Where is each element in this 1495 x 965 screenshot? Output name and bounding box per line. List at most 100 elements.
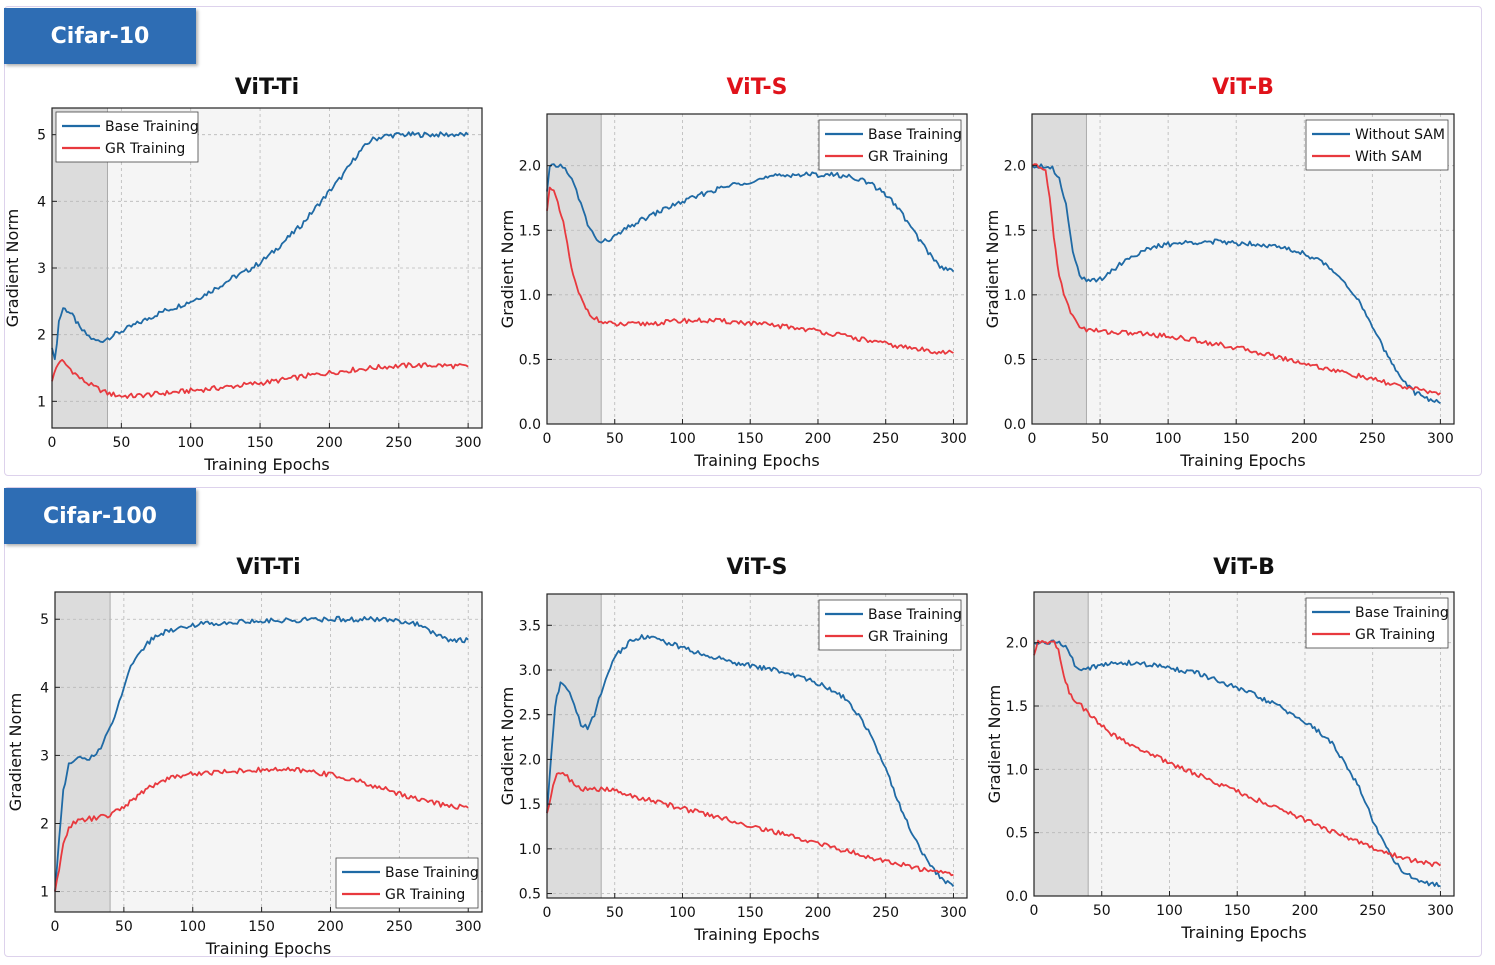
chart-4-y-tick-label-2: 1.5	[519, 797, 541, 813]
chart-5-x-tick-label-2: 100	[1156, 903, 1183, 919]
chart-3-x-axis-title: Training Epochs	[205, 939, 332, 958]
chart-0-y-axis-title: Gradient Norm	[3, 209, 22, 327]
chart-5-y-tick-label-0: 0.0	[1006, 889, 1028, 905]
cifar10-tag: Cifar-10	[4, 8, 196, 64]
chart-3-x-tick-label-4: 200	[317, 919, 344, 935]
chart-1-x-tick-label-3: 150	[737, 431, 764, 447]
chart-3-x-tick-label-3: 150	[248, 919, 275, 935]
chart-2-frame	[1031, 113, 1455, 425]
chart-4-x-axis-title: Training Epochs	[693, 925, 820, 944]
chart-0-x-tick-label-0: 0	[48, 435, 57, 451]
chart-0-legend-box	[55, 111, 199, 163]
chart-3-legend: Base Training GR Training	[335, 857, 479, 909]
chart-2-x-tick-label-6: 300	[1427, 431, 1454, 447]
chart-5-series-0-line	[1033, 639, 1441, 888]
chart-3-y-tick-label-4: 5	[40, 612, 49, 628]
chart-0-y-tick-label-0: 1	[37, 394, 46, 410]
chart-5-y-tick-label-3: 1.5	[1006, 699, 1028, 715]
chart-5-series-1-line	[1033, 639, 1442, 868]
chart-5-legend-label-0: Base Training	[1355, 605, 1449, 621]
chart-5-x-tick-label-1: 50	[1093, 903, 1111, 919]
chart-3-frame	[54, 591, 483, 913]
chart-1-title: ViT-S	[727, 75, 788, 100]
chart-4-y-tick-label-5: 3.0	[519, 663, 541, 679]
chart-3-y-tick-label-1: 2	[40, 816, 49, 832]
chart-2-legend: Without SAM With SAM	[1305, 119, 1449, 171]
chart-4-x-tick-label-4: 200	[805, 905, 832, 921]
cifar100-vit-b-chart: ViT-B 0 50 100 150 200 250 300 0.0 0.5 1.0 1.5 2.0 Tr…	[985, 555, 1455, 942]
cifar100-vit-s-chart: ViT-S 0 50 100 150 200 250 300 0.5 1.0 1.5 2.0 2.5 3.…	[498, 555, 968, 944]
chart-5-y-tick-label-2: 1.0	[1006, 762, 1028, 778]
chart-2-x-tick-label-2: 100	[1155, 431, 1182, 447]
chart-1-y-tick-label-1: 0.5	[519, 352, 541, 368]
chart-2-title: ViT-B	[1212, 75, 1274, 100]
chart-3-legend-box	[335, 857, 479, 909]
chart-4-title: ViT-S	[727, 555, 788, 580]
chart-4-x-tick-label-3: 150	[737, 905, 764, 921]
chart-1-x-tick-label-1: 50	[606, 431, 624, 447]
cifar10-vit-ti-chart: ViT-Ti 0 50 100 150 200 250 300 1 2 3 4 5 Training Ep…	[3, 75, 483, 474]
chart-5-y-tick-label-4: 2.0	[1006, 636, 1028, 652]
chart-4-y-tick-label-1: 1.0	[519, 842, 541, 858]
chart-1-y-tick-label-4: 2.0	[519, 159, 541, 175]
chart-0-series-1-line	[51, 358, 469, 399]
chart-0-legend: Base Training GR Training	[55, 111, 199, 163]
chart-1-y-tick-label-2: 1.0	[519, 288, 541, 304]
chart-4-legend-label-1: GR Training	[868, 629, 948, 645]
chart-0-x-axis-title: Training Epochs	[203, 455, 330, 474]
chart-5-legend-label-1: GR Training	[1355, 627, 1435, 643]
chart-0-x-tick-label-2: 100	[177, 435, 204, 451]
chart-1-shaded-region	[547, 114, 602, 424]
chart-5-legend: Base Training GR Training	[1305, 597, 1449, 649]
chart-1-frame	[546, 113, 968, 425]
chart-1-legend: Base Training GR Training	[818, 119, 962, 171]
chart-3-y-axis-title: Gradient Norm	[6, 693, 25, 811]
chart-3-x-tick-label-5: 250	[386, 919, 413, 935]
chart-3-x-tick-label-2: 100	[179, 919, 206, 935]
chart-2-x-tick-label-3: 150	[1223, 431, 1250, 447]
chart-0-x-tick-label-5: 250	[385, 435, 412, 451]
chart-4-x-tick-label-2: 100	[669, 905, 696, 921]
chart-0-legend-label-0: Base Training	[105, 119, 199, 135]
chart-3-series-1-line	[54, 766, 469, 892]
cifar100-vit-ti-chart: ViT-Ti 0 50 100 150 200 250 300 1 2 3 4 5 Training Ep…	[6, 555, 483, 958]
chart-1-x-tick-label-6: 300	[940, 431, 967, 447]
chart-4-shaded-region	[547, 594, 602, 898]
chart-1-legend-label-1: GR Training	[868, 149, 948, 165]
chart-3-y-tick-label-0: 1	[40, 885, 49, 901]
chart-2-x-tick-label-4: 200	[1291, 431, 1318, 447]
chart-2-x-tick-label-1: 50	[1091, 431, 1109, 447]
chart-2-y-tick-label-3: 1.5	[1004, 223, 1026, 239]
chart-4-legend: Base Training GR Training	[818, 599, 962, 651]
chart-4-y-tick-label-6: 3.5	[519, 618, 541, 634]
chart-2-x-axis-title: Training Epochs	[1179, 451, 1306, 470]
chart-4-x-tick-label-1: 50	[606, 905, 624, 921]
chart-0-series-0-line	[51, 131, 469, 361]
chart-4-x-tick-label-0: 0	[543, 905, 552, 921]
chart-1-x-tick-label-0: 0	[543, 431, 552, 447]
chart-2-legend-box	[1305, 119, 1449, 171]
chart-1-y-axis-title: Gradient Norm	[498, 210, 517, 328]
chart-0-y-tick-label-4: 5	[37, 128, 46, 144]
chart-0-title: ViT-Ti	[235, 75, 299, 100]
chart-5-x-tick-label-4: 200	[1292, 903, 1319, 919]
chart-2-y-axis-title: Gradient Norm	[983, 210, 1002, 328]
chart-1-series-0-line	[546, 163, 955, 273]
chart-3-x-tick-label-1: 50	[115, 919, 133, 935]
chart-5-x-tick-label-0: 0	[1030, 903, 1039, 919]
chart-4-y-tick-label-0: 0.5	[519, 887, 541, 903]
chart-2-x-tick-label-0: 0	[1028, 431, 1037, 447]
chart-2-x-tick-label-5: 250	[1359, 431, 1386, 447]
chart-4-x-tick-label-6: 300	[940, 905, 967, 921]
chart-4-y-axis-title: Gradient Norm	[498, 687, 517, 805]
chart-0-x-tick-label-4: 200	[316, 435, 343, 451]
chart-3-shaded-region	[55, 592, 111, 912]
chart-0-y-tick-label-1: 2	[37, 328, 46, 344]
chart-3-title: ViT-Ti	[236, 555, 300, 580]
chart-5-frame	[1033, 591, 1455, 897]
chart-5-x-tick-label-6: 300	[1427, 903, 1454, 919]
chart-5-y-axis-title: Gradient Norm	[985, 685, 1004, 803]
chart-2-y-tick-label-2: 1.0	[1004, 288, 1026, 304]
chart-4-x-tick-label-5: 250	[872, 905, 899, 921]
chart-3-x-tick-label-6: 300	[455, 919, 482, 935]
